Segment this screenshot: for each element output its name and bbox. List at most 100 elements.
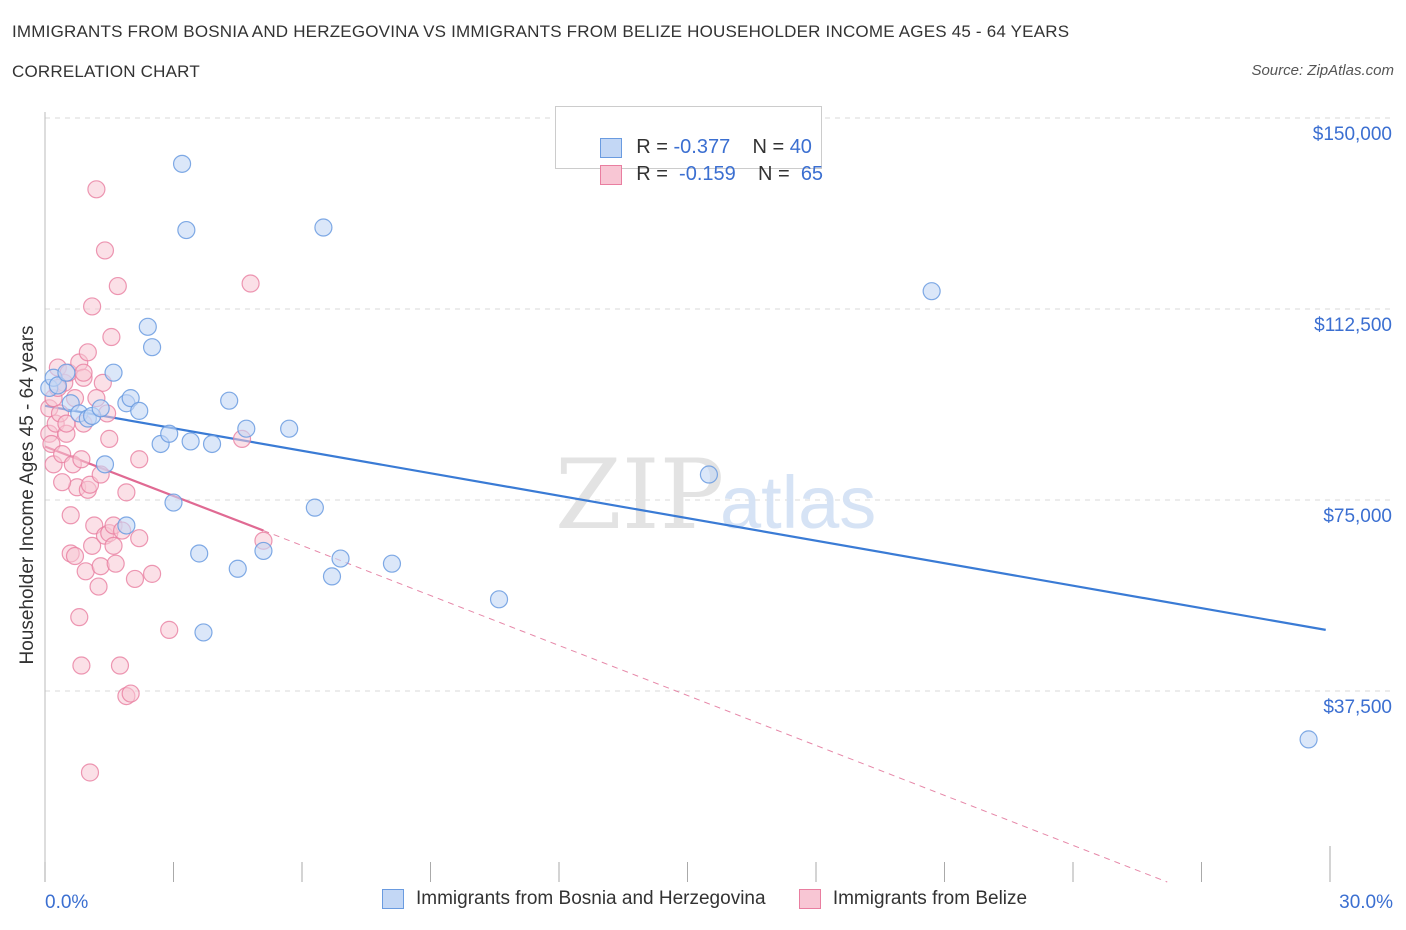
data-point-belize bbox=[70, 608, 89, 627]
data-point-belize bbox=[130, 450, 149, 469]
series-bosnia-points bbox=[40, 154, 1318, 749]
correlation-legend: R = -0.377 N = 40 R = -0.159 N = 65 bbox=[555, 106, 823, 185]
data-point-bosnia bbox=[254, 541, 273, 561]
legend-r-value: -0.159 bbox=[679, 163, 736, 185]
legend-r-label: R = bbox=[636, 163, 668, 185]
data-point-belize bbox=[65, 546, 85, 566]
watermark: ZIP atlas bbox=[555, 439, 876, 551]
data-point-bosnia bbox=[382, 554, 402, 573]
legend-r-label: R = bbox=[636, 136, 668, 158]
data-point-belize bbox=[95, 241, 115, 260]
chart-subtitle: CORRELATION CHART bbox=[12, 62, 200, 81]
data-point-belize bbox=[130, 529, 149, 548]
data-point-belize bbox=[83, 536, 102, 555]
legend-swatch-pink bbox=[798, 889, 821, 909]
data-point-bosnia bbox=[160, 424, 179, 443]
legend-item-bosnia[interactable]: Immigrants from Bosnia and Herzegovina bbox=[382, 888, 766, 910]
data-point-bosnia bbox=[228, 559, 247, 578]
data-point-bosnia bbox=[1299, 730, 1318, 749]
data-point-belize bbox=[104, 536, 123, 555]
y-tick-label: $37,500 bbox=[1323, 697, 1392, 718]
data-point-bosnia bbox=[181, 432, 200, 451]
data-point-belize bbox=[74, 363, 93, 382]
data-point-bosnia bbox=[922, 282, 941, 301]
legend-swatch-blue bbox=[600, 137, 623, 158]
data-point-belize bbox=[241, 274, 260, 293]
data-point-bosnia bbox=[699, 465, 719, 484]
legend-swatch-blue bbox=[382, 889, 404, 909]
legend-label-bosnia: Immigrants from Bosnia and Herzegovina bbox=[416, 888, 766, 909]
data-point-bosnia bbox=[164, 493, 183, 512]
data-point-bosnia bbox=[305, 498, 324, 517]
axes bbox=[44, 112, 1331, 882]
x-tick-label: 0.0% bbox=[45, 892, 88, 913]
data-point-belize bbox=[160, 620, 179, 639]
watermark-atlas: atlas bbox=[720, 461, 876, 544]
data-point-bosnia bbox=[142, 338, 162, 357]
data-point-bosnia bbox=[331, 549, 350, 568]
data-point-belize bbox=[83, 297, 102, 316]
legend-n-value: 40 bbox=[789, 136, 812, 158]
watermark-zip: ZIP bbox=[555, 439, 724, 551]
data-point-bosnia bbox=[314, 218, 333, 237]
data-point-bosnia bbox=[91, 399, 110, 418]
data-point-belize bbox=[53, 473, 72, 492]
legend-n-value: 65 bbox=[800, 163, 824, 185]
legend-row-bosnia: R = -0.377 N = 40 bbox=[578, 113, 812, 158]
data-point-belize bbox=[125, 569, 145, 589]
legend-swatch-pink bbox=[600, 164, 623, 185]
data-point-belize bbox=[106, 554, 125, 573]
data-point-belize bbox=[121, 684, 140, 703]
data-point-belize bbox=[117, 483, 136, 502]
data-point-belize bbox=[110, 656, 130, 675]
data-point-bosnia bbox=[138, 317, 157, 336]
data-point-bosnia bbox=[322, 567, 342, 586]
data-point-bosnia bbox=[177, 220, 196, 240]
data-point-belize bbox=[102, 327, 121, 347]
x-tick-label: 30.0% bbox=[1339, 892, 1393, 913]
data-point-bosnia bbox=[95, 455, 115, 474]
trend-line-bosnia bbox=[44, 404, 1326, 631]
data-point-belize bbox=[91, 557, 110, 576]
data-point-bosnia bbox=[489, 590, 509, 609]
data-point-bosnia bbox=[190, 544, 209, 563]
series-legend: Immigrants from Bosnia and Herzegovina I… bbox=[382, 888, 1055, 915]
data-point-belize bbox=[78, 343, 97, 362]
legend-n-label: N = bbox=[758, 163, 790, 185]
data-point-bosnia bbox=[48, 376, 67, 395]
axis-labels: $37,500 $75,000 $112,500 $150,000 0.0% 30.0% H… bbox=[17, 124, 1393, 913]
legend-r-value: -0.377 bbox=[673, 136, 731, 158]
legend-label-belize: Immigrants from Belize bbox=[832, 888, 1028, 909]
data-point-bosnia bbox=[57, 363, 76, 382]
legend-row-belize: R = -0.159 N = 65 bbox=[578, 140, 823, 185]
chart-title: IMMIGRANTS FROM BOSNIA AND HERZEGOVINA V… bbox=[12, 22, 1070, 41]
legend-item-belize[interactable]: Immigrants from Belize bbox=[798, 888, 1028, 910]
data-point-belize bbox=[72, 450, 91, 469]
legend-n-label: N = bbox=[752, 136, 785, 158]
trend-extension-belize bbox=[263, 530, 1168, 883]
data-point-belize bbox=[87, 180, 106, 199]
data-point-bosnia bbox=[280, 419, 299, 438]
data-point-belize bbox=[72, 656, 91, 675]
data-point-bosnia bbox=[202, 434, 222, 454]
data-point-belize bbox=[80, 763, 100, 782]
data-point-belize bbox=[142, 564, 162, 583]
data-point-belize bbox=[89, 577, 108, 596]
data-point-bosnia bbox=[130, 401, 149, 420]
data-point-bosnia bbox=[220, 391, 239, 410]
y-tick-label: $75,000 bbox=[1323, 506, 1392, 527]
data-point-belize bbox=[108, 276, 127, 296]
data-point-bosnia bbox=[237, 419, 256, 438]
data-point-bosnia bbox=[121, 389, 140, 408]
y-axis-title: Householder Income Ages 45 - 64 years bbox=[17, 325, 38, 664]
y-tick-label: $112,500 bbox=[1314, 315, 1392, 336]
source-label: Source: ZipAtlas.com bbox=[1251, 62, 1394, 79]
data-point-bosnia bbox=[172, 154, 192, 173]
data-point-belize bbox=[100, 429, 119, 448]
data-point-belize bbox=[61, 506, 80, 525]
data-point-bosnia bbox=[117, 516, 136, 535]
data-point-bosnia bbox=[194, 623, 213, 642]
data-point-bosnia bbox=[104, 363, 123, 382]
y-tick-label: $150,000 bbox=[1313, 124, 1392, 145]
